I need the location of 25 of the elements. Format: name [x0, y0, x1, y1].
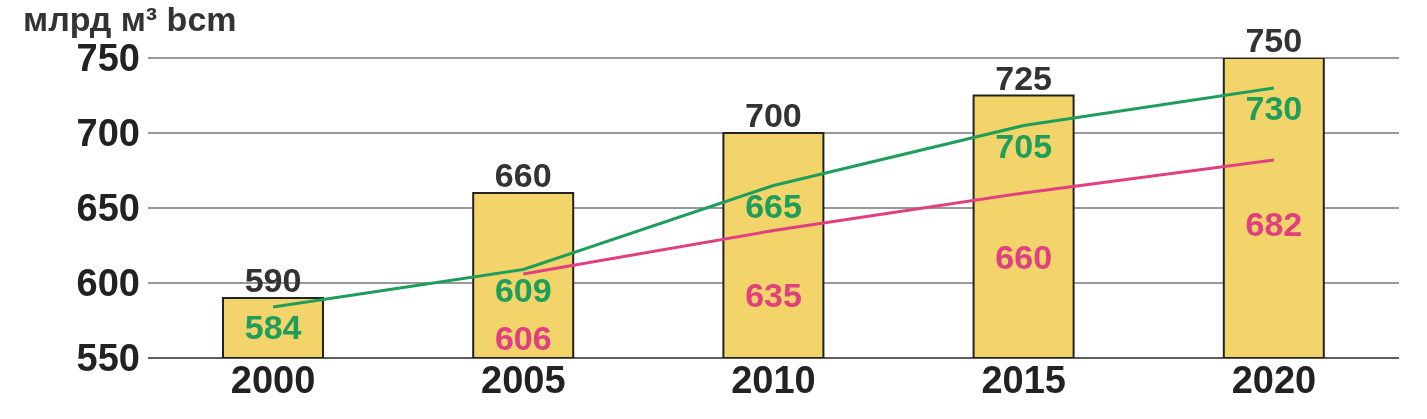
data-label: 660 [995, 238, 1053, 277]
data-label: 682 [1245, 205, 1303, 244]
x-tick-label: 2000 [230, 358, 316, 401]
data-label: 705 [995, 126, 1053, 165]
y-tick-label: 750 [76, 37, 140, 80]
data-label: 730 [1245, 89, 1303, 128]
x-tick-label: 2015 [981, 358, 1066, 401]
x-tick-label: 2005 [481, 358, 566, 401]
data-label: 665 [745, 186, 802, 225]
x-tick-label: 2020 [1231, 358, 1317, 401]
y-tick-label: 600 [76, 262, 140, 305]
data-label: 590 [244, 261, 302, 299]
data-label: 606 [494, 319, 552, 358]
data-label: 635 [745, 275, 802, 314]
data-label: 700 [745, 96, 802, 134]
y-tick-label: 550 [76, 337, 140, 380]
y-axis-title: млрд м³ bcm [23, 0, 237, 39]
x-tick-label: 2010 [731, 358, 816, 401]
y-tick-label: 700 [76, 112, 140, 155]
data-label: 750 [1245, 21, 1303, 59]
data-label: 609 [494, 270, 552, 309]
y-tick-label: 650 [76, 187, 140, 230]
data-label: 660 [494, 156, 552, 194]
data-label: 725 [995, 58, 1052, 97]
data-label: 584 [244, 308, 302, 347]
